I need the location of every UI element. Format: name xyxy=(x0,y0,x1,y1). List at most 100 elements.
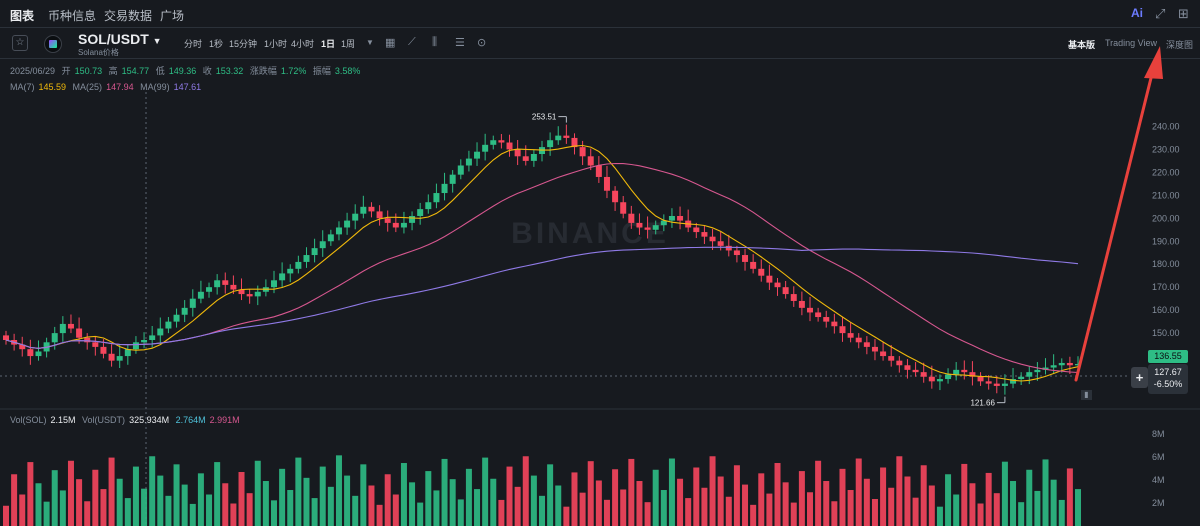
candle-body xyxy=(311,248,318,256)
candle-body xyxy=(660,220,667,226)
volume-bar xyxy=(547,464,554,526)
view-tradingview[interactable]: Trading View xyxy=(1105,38,1158,48)
volume-bar xyxy=(59,490,66,526)
fullscreen-icon[interactable]: ⤢ xyxy=(1155,6,1166,21)
volume-bar xyxy=(271,500,277,526)
candle-body xyxy=(67,323,74,329)
volume-bar xyxy=(668,458,675,526)
candle-body xyxy=(636,222,643,228)
volume-bar xyxy=(303,477,310,526)
calendar-icon[interactable]: ▦ xyxy=(385,37,396,49)
favorite-star-icon[interactable]: ☆ xyxy=(12,35,28,51)
candle-body xyxy=(246,294,253,297)
volume-bar xyxy=(206,494,213,526)
indicator-icon[interactable]: ⟋ xyxy=(408,36,416,48)
volume-bar xyxy=(222,483,229,526)
volume-bar xyxy=(782,482,789,526)
candle-body xyxy=(1050,365,1057,368)
volume-bar xyxy=(360,464,367,526)
candle-body xyxy=(993,383,1000,386)
more-intervals-icon[interactable]: ▼ xyxy=(366,38,374,47)
candle-body xyxy=(141,340,148,343)
candle-body xyxy=(612,190,619,203)
candle-body xyxy=(1018,376,1025,380)
volume-bar xyxy=(279,468,286,526)
volume-bar xyxy=(1034,490,1041,526)
interval-4h[interactable]: 4小时 xyxy=(291,39,315,49)
volume-bar xyxy=(701,487,708,526)
candle-body xyxy=(1075,363,1081,366)
interval-timeline[interactable]: 分时 xyxy=(184,39,203,49)
volume-bar xyxy=(920,465,927,526)
volume-axis-label: 4M xyxy=(1152,475,1165,485)
price-axis-label: 200.00 xyxy=(1152,213,1180,223)
volume-bar xyxy=(555,485,562,526)
volume-bar xyxy=(141,488,148,526)
close-label: 收 xyxy=(202,66,212,76)
volume-bar xyxy=(43,501,50,526)
tab-chart[interactable]: 图表 xyxy=(10,9,35,23)
volume-bar xyxy=(368,485,375,526)
volume-bar xyxy=(1050,479,1057,526)
volume-bar xyxy=(3,505,9,526)
candle-body xyxy=(677,216,684,221)
volume-bar xyxy=(912,497,919,526)
view-depth[interactable]: 深度图 xyxy=(1166,40,1194,50)
candle-body xyxy=(839,326,846,334)
candle-body xyxy=(165,321,172,329)
candle-body xyxy=(474,151,481,159)
volume-axis-label: 2M xyxy=(1152,498,1165,508)
volume-bar xyxy=(969,483,976,526)
legend-date: 2025/06/29 xyxy=(10,66,56,76)
pair-subtitle: Solana价格 xyxy=(78,48,119,57)
candle-body xyxy=(59,323,66,334)
caret-down-icon[interactable]: ▼ xyxy=(152,36,162,46)
interval-1d[interactable]: 1日 xyxy=(321,39,336,49)
candle-body xyxy=(928,376,935,382)
candle-body xyxy=(189,298,196,308)
candle-body xyxy=(344,220,351,228)
volume-bar xyxy=(197,473,204,526)
chart-settings-icon[interactable]: ☰ xyxy=(455,37,465,49)
pair-selector[interactable]: SOL/USDT ▼ xyxy=(78,31,162,47)
volume-bar xyxy=(652,469,659,526)
low-value: 149.36 xyxy=(168,66,197,76)
add-order-button[interactable]: + xyxy=(1131,367,1148,388)
volume-bar xyxy=(928,485,935,526)
interval-1h[interactable]: 1小时 xyxy=(264,39,288,49)
target-icon[interactable]: ⊙ xyxy=(477,37,487,49)
tab-trading-data[interactable]: 交易数据 xyxy=(104,9,153,23)
amplitude-value: 3.58% xyxy=(334,66,361,76)
volume-bar xyxy=(693,467,700,526)
candle-type-icon[interactable]: ⫼ xyxy=(432,36,438,48)
tab-square[interactable]: 广场 xyxy=(160,9,185,23)
volume-bar xyxy=(392,494,399,526)
replay-icon[interactable]: ▮ xyxy=(1081,390,1092,400)
tab-coin-info[interactable]: 币种信息 xyxy=(48,9,97,23)
volume-bar xyxy=(888,487,895,526)
volume-bar xyxy=(157,475,164,526)
candle-body xyxy=(214,280,221,288)
volume-bar xyxy=(465,468,472,526)
grid-layout-icon[interactable]: ⊞ xyxy=(1178,6,1189,21)
view-basic[interactable]: 基本版 xyxy=(1068,40,1096,50)
interval-15m[interactable]: 15分钟 xyxy=(229,39,258,49)
volume-bar xyxy=(936,506,943,526)
candle-body xyxy=(555,135,562,141)
volume-bar xyxy=(230,503,237,526)
candle-body xyxy=(100,346,107,354)
ma25-label: MA(25) xyxy=(72,82,103,92)
volume-bar xyxy=(165,495,172,526)
interval-1w[interactable]: 1周 xyxy=(341,39,356,49)
volume-bar xyxy=(262,481,269,526)
candle-body xyxy=(717,241,724,246)
candle-body xyxy=(977,376,984,382)
candle-body xyxy=(1042,367,1049,370)
candle-body xyxy=(1026,372,1033,377)
grid-lines xyxy=(0,92,1200,526)
volume-legend: Vol(SOL) 2.15M Vol(USDT) 325.934M 2.764M 2.… xyxy=(10,415,244,425)
candle-body xyxy=(709,236,716,242)
volume-bar xyxy=(961,463,968,526)
interval-1s[interactable]: 1秒 xyxy=(209,39,224,49)
ai-icon[interactable]: Ai xyxy=(1131,6,1143,20)
